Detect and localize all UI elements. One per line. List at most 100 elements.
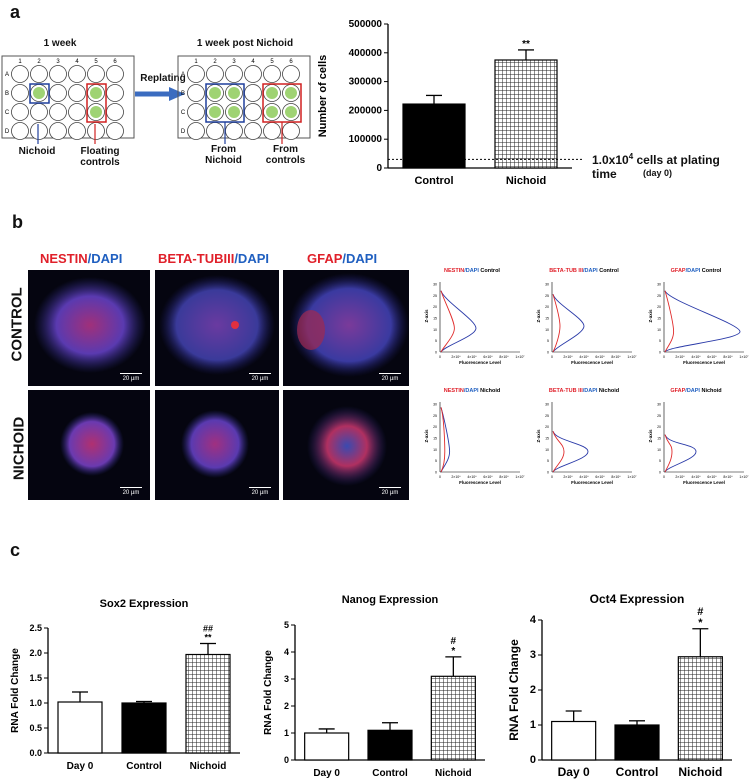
x-tick-label: Nichoid [190,761,227,772]
profile-y-label: Z-axis [536,309,541,323]
scale-bar: 20 µm [249,487,271,496]
well [187,103,205,121]
well [206,65,224,83]
micro-nichoid-betatub: 20 µm [155,390,279,500]
well [68,122,86,140]
profile-y-tick: 10 [545,448,549,452]
profile-y-tick: 30 [657,283,661,287]
profile-y-tick: 10 [657,448,661,452]
profile-title-blue: /DAPI [686,268,701,274]
well [11,103,29,121]
well [187,84,205,102]
marker-profile-curve [552,431,565,473]
bar-nichoid [430,675,476,761]
scale-bar: 20 µm [379,373,401,382]
y-tick-label: 1 [530,719,536,731]
seeded-well [209,106,221,118]
well [106,65,124,83]
plate1-nichoid-label: Nichoid [18,146,56,157]
y-tick-label: 2.0 [29,648,42,658]
plating-note-main: 1.0x10 [592,153,629,167]
plate-col-label: 2 [213,59,217,65]
bar-control [402,103,466,169]
well [68,84,86,102]
plate2-title: 1 week post Nichoid [196,38,294,49]
well [68,103,86,121]
seeded-well [209,87,221,99]
profile-y-tick: 20 [657,305,661,309]
profile-y-tick: 15 [657,437,661,441]
profile-title-blue: /DAPI [464,268,479,274]
well [263,65,281,83]
profile-x-tick: 0 [439,355,441,359]
replating-label: Replating [140,73,186,84]
plate1-title: 1 week [43,38,77,49]
plating-note-sub: (day 0) [643,168,673,178]
spheroid-control-nestin [34,277,146,373]
profile-title: BETA-TUB III/DAPI Control [549,268,619,274]
bar-nichoid [677,656,723,761]
profile-y-label: Z-axis [424,429,429,443]
well [87,122,105,140]
stain-title-betatub: BETA-TUBIII/DAPI [158,251,269,266]
profile-title-red: NESTIN [444,268,464,274]
y-tick-label: 3 [284,674,289,684]
profile-x-tick: 6×10⁶ [595,355,605,359]
stain-title-gfap: GFAP/DAPI [307,251,377,266]
seeded-well [285,106,297,118]
plate-col-label: 6 [113,59,117,65]
profile-title: BETA-TUB III/DAPI Nichoid [549,388,619,394]
plate2-from-controls-label: From controls [265,144,306,166]
dapi-profile-curve [664,434,697,473]
profile-x-tick: 2×10⁶ [451,355,461,359]
profile-x-tick: 2×10⁶ [451,475,461,479]
profile-y-tick: 0 [435,471,437,475]
profile-x-tick: 2×10⁶ [563,475,573,479]
sox2-chart: Sox2 Expression 0.0 0.5 1.0 1.5 2.0 2.5 RNA Fol… [10,598,240,772]
well [282,122,300,140]
profile-x-label: Fluorescence Level [459,360,501,365]
profile-x-tick: 4×10⁶ [691,355,701,359]
profile-title-red: GFAP [670,388,685,394]
profile-y-tick: 15 [545,437,549,441]
dapi-profile-curve [552,430,589,473]
profile-title: GFAP/DAPI Control [671,268,722,274]
profile-y-tick: 25 [657,414,661,418]
plate-row-label: D [5,129,10,135]
profile-y-tick: 5 [547,339,549,343]
stain-betatub-red: BETA-TUBIII [158,251,235,266]
profile-y-tick: 20 [433,425,437,429]
dapi-profile-curve [664,290,741,353]
spheroid-nichoid-gfap [307,406,387,486]
significance-mark: # [697,606,703,618]
y-tick-label: 0 [530,754,536,766]
well [30,65,48,83]
profile-y-tick: 10 [433,448,437,452]
plate1-diagram: 1 2 3 4 5 6 A B C D [1,55,135,144]
y-tick-label: 200000 [349,105,383,116]
micro-nichoid-gfap: 20 µm [283,390,409,500]
seeded-well [266,87,278,99]
well [49,84,67,102]
profile-y-tick: 5 [659,459,661,463]
profile-y-tick: 0 [435,351,437,355]
profile-x-tick: 8×10⁶ [499,475,509,479]
plate-frame [177,55,311,139]
profile-x-tick: 4×10⁶ [579,355,589,359]
well [87,65,105,83]
marker-profile-curve [664,290,675,353]
y-axis-label: Number of cells [317,55,329,138]
plate-col-label: 6 [289,59,293,65]
stain-betatub-blue: /DAPI [234,251,269,266]
seeded-well [285,87,297,99]
y-tick-label: 0 [284,755,289,765]
profile-y-tick: 10 [657,328,661,332]
profile-title-red: BETA-TUB III [549,388,583,394]
plating-note-rest: cells at plating time [592,153,720,181]
profile-y-tick: 5 [659,339,661,343]
profile-x-tick: 1×10⁷ [739,355,749,359]
bar-nichoid [185,653,231,754]
stain-title-nestin: NESTIN/DAPI [40,251,122,266]
profile-y-tick: 0 [547,471,549,475]
profile-y-tick: 30 [657,403,661,407]
